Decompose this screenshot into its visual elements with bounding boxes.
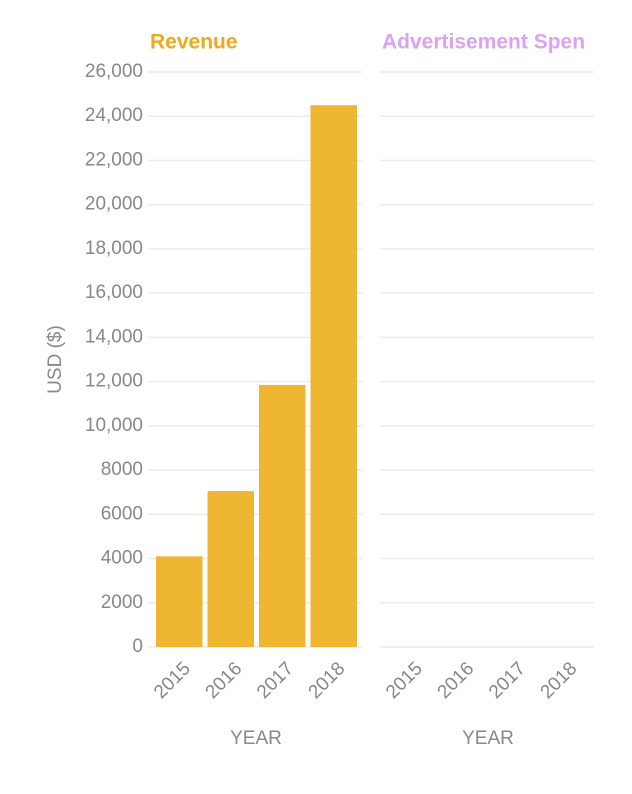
x-tick-label: 2015 — [382, 658, 427, 703]
y-tick-label: 4000 — [101, 548, 143, 569]
bar — [156, 556, 203, 647]
y-tick-label: 20,000 — [85, 194, 143, 215]
y-tick-label: 2000 — [101, 592, 143, 613]
y-tick-label: 8000 — [101, 459, 143, 480]
x-axis-label: YEAR — [462, 728, 514, 749]
x-tick-label: 2017 — [485, 658, 530, 703]
x-axis-label: YEAR — [230, 728, 282, 749]
y-tick-label: 0 — [132, 636, 143, 657]
y-tick-label: 12,000 — [85, 371, 143, 392]
x-tick-label: 2017 — [253, 658, 298, 703]
x-tick-label: 2016 — [434, 658, 479, 703]
y-tick-label: 10,000 — [85, 415, 143, 436]
panel-title: Advertisement Spen — [382, 31, 585, 54]
y-tick-label: 6000 — [101, 503, 143, 524]
y-tick-label: 22,000 — [85, 149, 143, 170]
x-tick-label: 2018 — [537, 658, 582, 703]
y-tick-label: 24,000 — [85, 105, 143, 126]
y-tick-label: 18,000 — [85, 238, 143, 259]
bar — [259, 384, 306, 647]
x-tick-label: 2016 — [202, 658, 247, 703]
x-tick-label: 2015 — [150, 658, 195, 703]
bar — [310, 105, 357, 647]
bar — [207, 491, 254, 647]
x-tick-label: 2018 — [305, 658, 350, 703]
y-tick-label: 16,000 — [85, 282, 143, 303]
panel-title: Revenue — [150, 31, 238, 54]
y-tick-label: 14,000 — [85, 326, 143, 347]
y-tick-label: 26,000 — [85, 61, 143, 82]
y-axis-label: USD ($) — [45, 325, 66, 394]
